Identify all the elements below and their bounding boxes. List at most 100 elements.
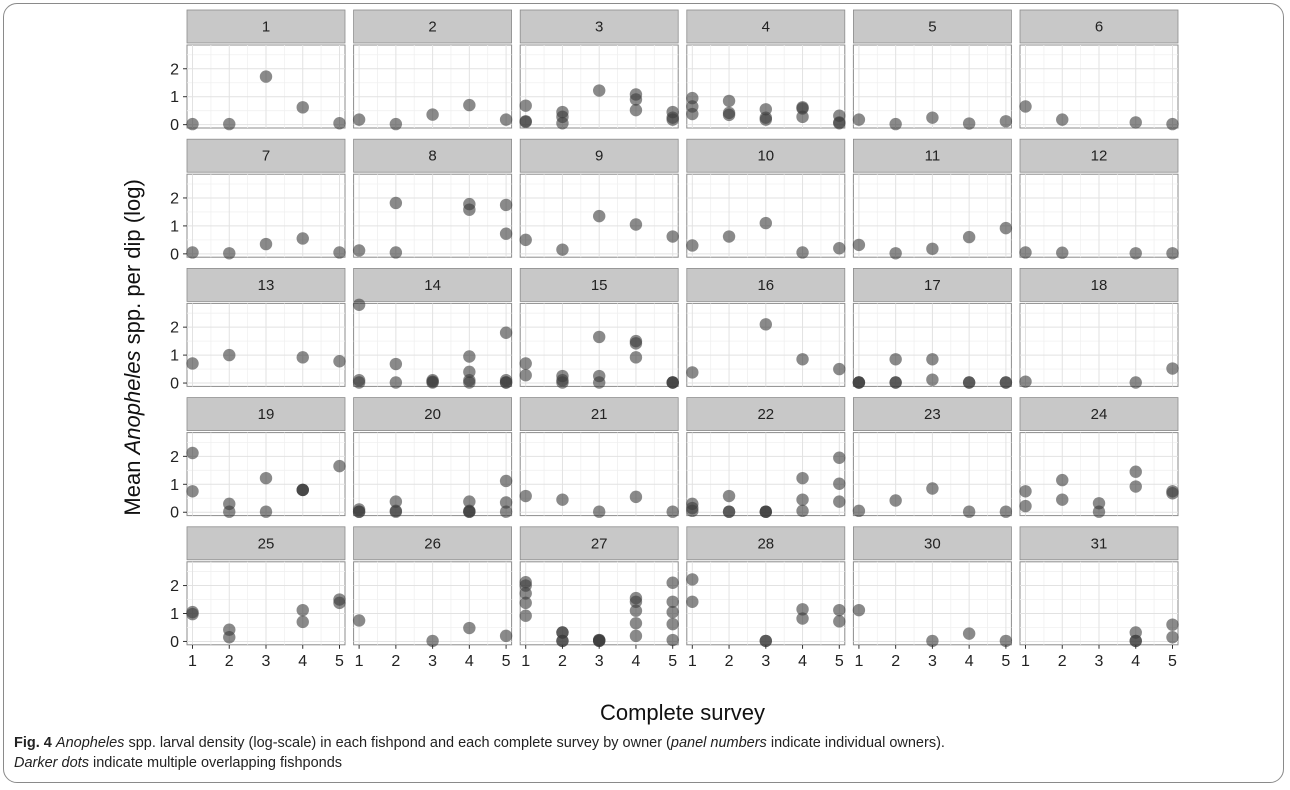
figure-frame xyxy=(3,3,1284,783)
data-point xyxy=(556,376,569,389)
x-tick-label: 1 xyxy=(355,653,364,670)
panel-label: 16 xyxy=(757,277,774,294)
data-point xyxy=(463,350,476,363)
data-point xyxy=(519,99,532,112)
data-point xyxy=(1056,473,1069,487)
data-point xyxy=(1019,375,1032,388)
x-tick-label: 5 xyxy=(668,653,677,670)
data-point xyxy=(1166,247,1179,260)
data-point xyxy=(1019,499,1032,513)
data-point xyxy=(833,117,846,130)
data-point xyxy=(499,227,513,240)
panel-strip xyxy=(519,526,679,561)
caption-line1-part-2: spp. larval density (log-scale) in each … xyxy=(124,735,671,751)
data-point xyxy=(796,612,809,625)
panel-label: 15 xyxy=(591,277,608,294)
data-point xyxy=(519,115,532,129)
panel-strip xyxy=(186,526,346,561)
data-point xyxy=(333,596,346,610)
panel-label: 20 xyxy=(424,406,441,423)
data-point xyxy=(833,242,846,255)
data-point xyxy=(833,615,846,628)
data-point xyxy=(999,634,1013,648)
data-point xyxy=(186,607,199,621)
panel-label: 23 xyxy=(924,406,941,423)
data-point xyxy=(686,595,699,608)
data-point xyxy=(556,493,569,506)
y-tick-label: 1 xyxy=(170,218,179,235)
data-point xyxy=(926,482,939,495)
data-point xyxy=(1129,247,1142,260)
y-tick-label: 1 xyxy=(170,606,179,623)
caption-text: Anopheles spp. larval density (log-scale… xyxy=(52,735,945,751)
panel-label: 24 xyxy=(1091,406,1108,423)
data-point xyxy=(629,490,643,504)
x-tick-label: 4 xyxy=(798,653,807,670)
data-point xyxy=(593,376,606,389)
data-point xyxy=(629,604,643,617)
data-point xyxy=(186,357,199,370)
data-point xyxy=(296,101,309,114)
data-point xyxy=(686,107,699,121)
figure-caption: Fig. 4 Anopheles spp. larval density (lo… xyxy=(14,733,1274,773)
data-point xyxy=(426,376,439,389)
data-point xyxy=(686,573,699,586)
data-point xyxy=(1129,480,1142,493)
data-point xyxy=(629,629,643,643)
x-tick-label: 4 xyxy=(1131,653,1140,670)
data-point xyxy=(519,369,532,382)
panel-label: 31 xyxy=(1091,535,1108,552)
data-point xyxy=(463,621,476,635)
data-point xyxy=(593,330,606,344)
y-tick-label: 0 xyxy=(170,117,179,134)
x-axis-title: Complete survey xyxy=(600,700,765,725)
data-point xyxy=(852,603,866,617)
data-point xyxy=(296,603,309,617)
data-point xyxy=(1129,634,1142,648)
y-tick-label: 2 xyxy=(170,578,179,595)
data-point xyxy=(186,246,199,259)
x-tick-label: 3 xyxy=(928,653,937,670)
x-tick-label: 2 xyxy=(391,653,400,670)
panel-strip xyxy=(853,138,1012,173)
data-point xyxy=(962,627,976,640)
panel-label: 22 xyxy=(757,406,774,423)
panel-label: 13 xyxy=(258,277,275,294)
data-point xyxy=(1166,117,1179,131)
data-point xyxy=(556,117,569,130)
panel-strip xyxy=(353,267,513,302)
data-point xyxy=(1166,362,1179,375)
data-point xyxy=(889,494,902,507)
data-point xyxy=(223,505,236,518)
data-point xyxy=(722,489,736,503)
panel-strip xyxy=(353,9,513,44)
data-point xyxy=(1129,116,1142,129)
panel-strip xyxy=(686,138,846,173)
y-tick-label: 2 xyxy=(170,190,179,207)
data-point xyxy=(686,504,699,518)
data-point xyxy=(519,596,532,610)
data-point xyxy=(999,221,1013,235)
data-point xyxy=(722,94,736,108)
panel-strip xyxy=(1019,138,1179,173)
data-point xyxy=(389,505,403,518)
data-point xyxy=(926,353,939,366)
data-point xyxy=(629,103,643,117)
caption-line1-part-4: indicate individual owners). xyxy=(766,735,945,751)
data-point xyxy=(1056,493,1069,506)
panel-strip xyxy=(853,9,1012,44)
data-point xyxy=(833,451,846,464)
data-point xyxy=(962,505,976,518)
data-point xyxy=(352,298,366,311)
data-point xyxy=(759,113,772,126)
data-point xyxy=(333,459,346,473)
y-tick-label: 0 xyxy=(170,505,179,522)
data-point xyxy=(223,631,236,644)
panel-label: 1 xyxy=(262,19,270,36)
panel-strip xyxy=(519,138,679,173)
data-point xyxy=(1129,465,1142,478)
data-point xyxy=(352,614,366,627)
data-point xyxy=(1166,618,1179,631)
data-point xyxy=(426,108,439,121)
data-point xyxy=(519,233,532,247)
